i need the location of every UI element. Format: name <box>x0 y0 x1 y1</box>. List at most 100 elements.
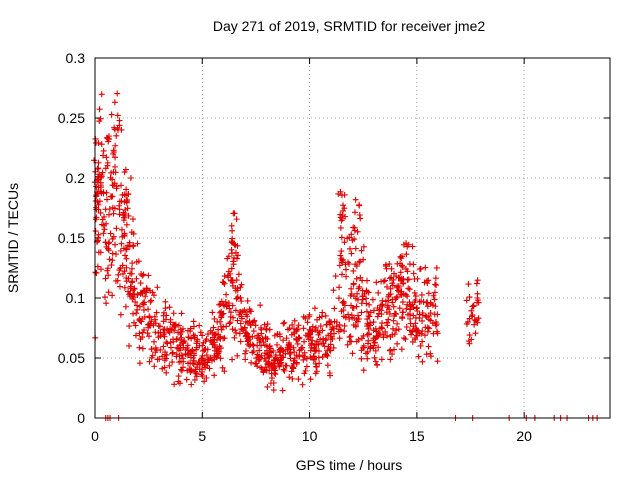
data-point <box>326 347 333 354</box>
data-point <box>129 216 136 223</box>
data-point <box>340 298 347 305</box>
data-point <box>188 367 195 374</box>
data-point <box>254 351 261 358</box>
data-point <box>312 326 319 333</box>
data-point <box>412 335 419 342</box>
data-point <box>141 299 148 306</box>
data-point <box>97 115 104 122</box>
data-point <box>307 376 314 383</box>
data-point <box>107 230 114 237</box>
data-point <box>382 277 389 284</box>
data-point <box>281 319 288 326</box>
data-point <box>177 341 184 348</box>
data-point <box>144 330 151 337</box>
data-point <box>176 380 183 387</box>
data-point <box>230 240 237 247</box>
data-point <box>91 157 98 164</box>
data-point <box>131 285 138 292</box>
data-point <box>166 362 173 369</box>
data-point <box>401 335 408 342</box>
data-point <box>424 324 431 331</box>
data-point <box>250 318 257 325</box>
data-point <box>242 318 249 325</box>
data-point <box>264 350 271 357</box>
data-point <box>309 323 316 330</box>
data-point <box>270 347 277 354</box>
data-point <box>95 165 102 172</box>
data-point <box>468 313 475 320</box>
data-point <box>295 376 302 383</box>
data-point <box>218 308 225 315</box>
data-point <box>342 266 349 273</box>
data-point <box>230 261 237 268</box>
data-point <box>280 337 287 344</box>
data-point <box>301 349 308 356</box>
data-point <box>153 309 160 316</box>
data-point <box>321 343 328 350</box>
data-point <box>281 367 288 374</box>
data-point <box>151 292 158 299</box>
data-point <box>338 234 345 241</box>
data-point <box>349 314 356 321</box>
data-point <box>112 241 119 248</box>
data-point <box>175 329 182 336</box>
data-point <box>270 364 277 371</box>
data-point <box>432 303 439 310</box>
data-point <box>163 351 170 358</box>
data-point <box>378 302 385 309</box>
data-point <box>357 258 364 265</box>
data-point <box>347 292 354 299</box>
data-point <box>472 330 479 337</box>
data-point <box>102 275 109 282</box>
data-point <box>169 359 176 366</box>
data-point <box>343 273 350 280</box>
data-point <box>295 322 302 329</box>
data-point <box>290 357 297 364</box>
data-point <box>93 269 100 276</box>
data-point <box>119 270 126 277</box>
data-point <box>179 325 186 332</box>
data-point <box>185 347 192 354</box>
data-point <box>291 317 298 324</box>
y-tick-label: 0 <box>77 410 85 426</box>
data-point <box>327 347 334 354</box>
data-point <box>300 356 307 363</box>
data-point <box>203 336 210 343</box>
data-point <box>222 299 229 306</box>
data-point <box>114 277 121 284</box>
data-point <box>279 387 286 394</box>
data-point <box>141 326 148 333</box>
data-point <box>293 360 300 367</box>
data-point <box>374 362 381 369</box>
data-point <box>272 371 279 378</box>
data-point <box>95 176 102 183</box>
data-point <box>465 338 472 345</box>
data-point <box>264 321 271 328</box>
data-point <box>242 347 249 354</box>
data-point <box>214 352 221 359</box>
data-point <box>352 245 359 252</box>
data-point <box>389 296 396 303</box>
x-axis-label: GPS time / hours <box>296 457 403 473</box>
data-point <box>286 351 293 358</box>
data-point <box>237 284 244 291</box>
data-point <box>199 332 206 339</box>
data-point <box>270 365 277 372</box>
data-point <box>211 372 218 379</box>
data-point <box>121 214 128 221</box>
data-point <box>341 239 348 246</box>
data-point <box>290 325 297 332</box>
data-point <box>149 352 156 359</box>
data-point <box>236 330 243 337</box>
data-point <box>117 247 124 254</box>
data-point <box>346 245 353 252</box>
data-point <box>148 346 155 353</box>
data-point <box>109 193 116 200</box>
data-point <box>228 265 235 272</box>
data-point <box>367 319 374 326</box>
data-point <box>409 243 416 250</box>
data-point <box>335 295 342 302</box>
data-point <box>388 274 395 281</box>
data-point <box>405 276 412 283</box>
data-point <box>207 337 214 344</box>
